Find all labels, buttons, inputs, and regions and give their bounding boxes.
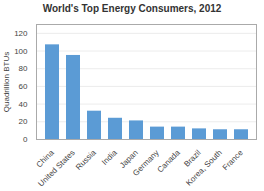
svg-text:40: 40 [19, 100, 28, 109]
svg-text:20: 20 [19, 117, 28, 126]
svg-text:60: 60 [19, 82, 28, 91]
svg-text:100: 100 [14, 47, 28, 56]
svg-text:Korea, South: Korea, South [184, 148, 223, 187]
svg-text:120: 120 [14, 29, 28, 38]
svg-text:0: 0 [23, 135, 28, 144]
svg-text:Germany: Germany [131, 148, 161, 178]
svg-text:France: France [221, 148, 245, 172]
svg-text:80: 80 [19, 64, 28, 73]
html-text:World's Top Energy Consumers,: World's Top Energy Consumers, 2012 [42, 3, 222, 14]
svg-text:India: India [100, 148, 119, 167]
svg-text:United States: United States [36, 148, 76, 188]
svg-text:Japan: Japan [117, 148, 140, 170]
svg-text:Brazil: Brazil [182, 148, 203, 169]
svg-text:Canada: Canada [156, 148, 183, 175]
svg-text:Russia: Russia [74, 148, 98, 172]
svg-text:China: China [34, 148, 56, 170]
svg-text:Quadrillion BTUs: Quadrillion BTUs [2, 52, 11, 112]
